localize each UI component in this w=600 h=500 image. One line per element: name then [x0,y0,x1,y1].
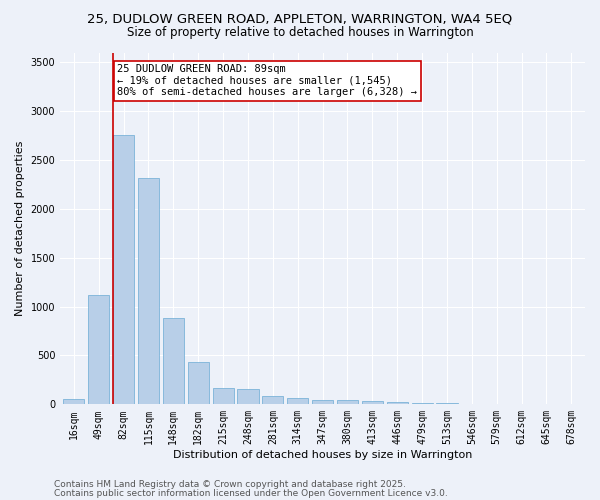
Bar [188,362,209,405]
Bar [386,402,408,404]
Bar [63,400,85,404]
Bar [412,403,433,404]
Bar [337,400,358,404]
Bar [262,396,283,404]
Bar [163,318,184,404]
Y-axis label: Number of detached properties: Number of detached properties [15,140,25,316]
Text: Contains public sector information licensed under the Open Government Licence v3: Contains public sector information licen… [54,488,448,498]
Bar [312,400,333,404]
Text: Size of property relative to detached houses in Warrington: Size of property relative to detached ho… [127,26,473,39]
Text: 25 DUDLOW GREEN ROAD: 89sqm
← 19% of detached houses are smaller (1,545)
80% of : 25 DUDLOW GREEN ROAD: 89sqm ← 19% of det… [118,64,418,98]
Bar [238,389,259,404]
X-axis label: Distribution of detached houses by size in Warrington: Distribution of detached houses by size … [173,450,472,460]
Bar [287,398,308,404]
Bar [212,388,233,404]
Text: 25, DUDLOW GREEN ROAD, APPLETON, WARRINGTON, WA4 5EQ: 25, DUDLOW GREEN ROAD, APPLETON, WARRING… [88,12,512,26]
Bar [88,295,109,405]
Text: Contains HM Land Registry data © Crown copyright and database right 2025.: Contains HM Land Registry data © Crown c… [54,480,406,489]
Bar [362,402,383,404]
Bar [113,134,134,404]
Bar [138,178,159,404]
